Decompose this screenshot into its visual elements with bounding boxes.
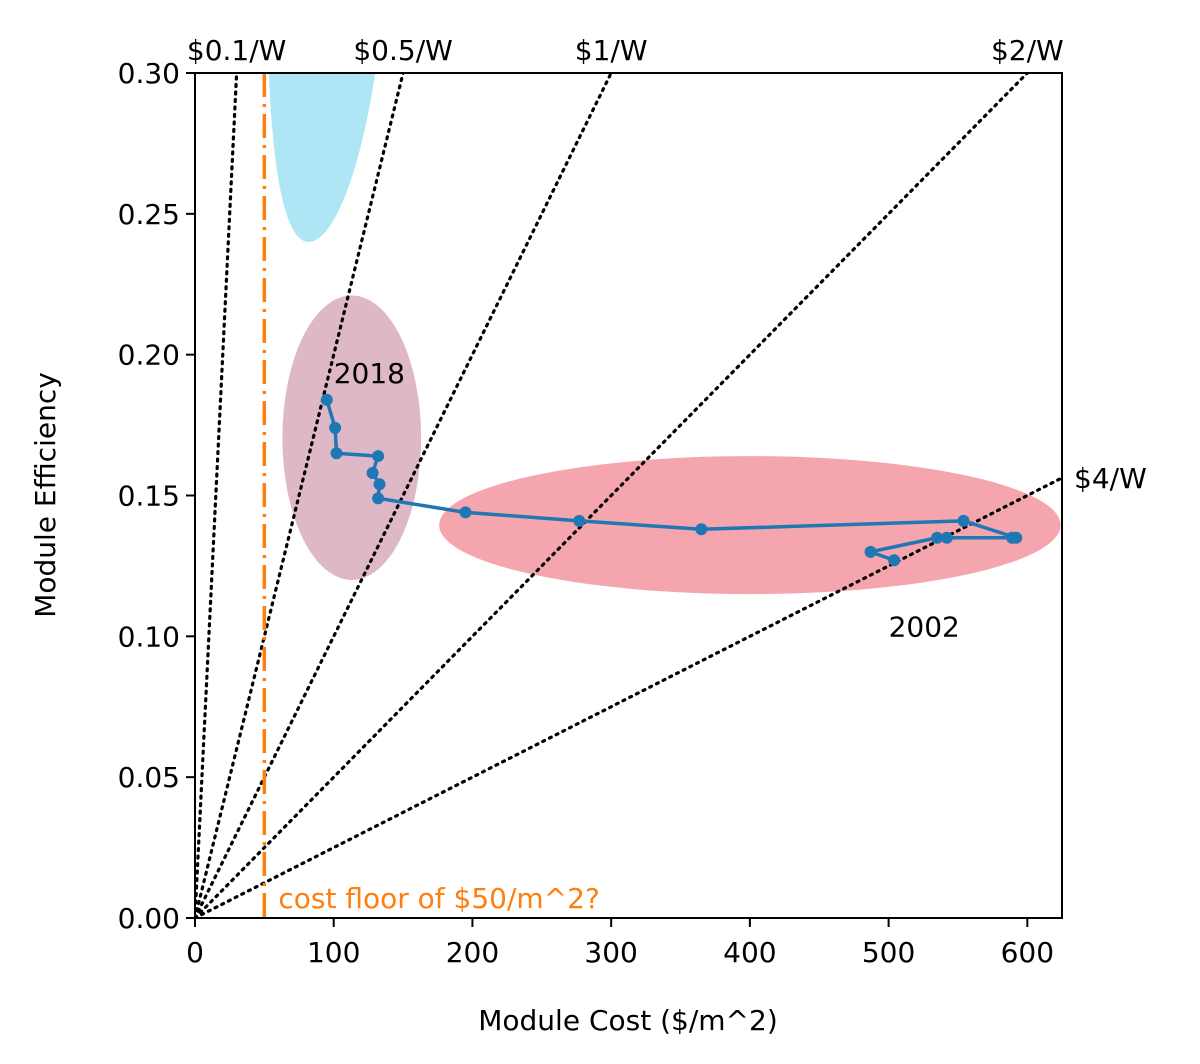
y-axis-label: Module Efficiency	[29, 372, 62, 618]
x-tick-label: 600	[1001, 936, 1054, 969]
y-tick-label: 0.20	[118, 339, 180, 372]
x-tick-label: 300	[584, 936, 637, 969]
data-point	[888, 554, 901, 567]
annotation-2018: 2018	[334, 357, 405, 390]
2002-region	[439, 456, 1061, 595]
price-line-label-0-1: $0.1/W	[187, 34, 286, 67]
data-point	[320, 393, 333, 406]
x-tick-label: 400	[723, 936, 776, 969]
data-point	[864, 545, 877, 558]
data-point	[372, 492, 385, 505]
x-tick-label: 500	[862, 936, 915, 969]
x-tick-label: 100	[307, 936, 360, 969]
y-tick-label: 0.30	[118, 57, 180, 90]
data-point	[931, 531, 944, 544]
data-point	[695, 523, 708, 536]
y-tick-label: 0.10	[118, 620, 180, 653]
data-point	[372, 450, 385, 463]
y-tick-label: 0.05	[118, 761, 180, 794]
data-point	[940, 531, 953, 544]
data-point	[573, 514, 586, 527]
data-point	[366, 466, 379, 479]
data-point	[1010, 531, 1023, 544]
future-region	[268, 73, 376, 242]
price-line-label-1: $1/W	[575, 34, 648, 67]
price-line-label-0-5: $0.5/W	[353, 34, 452, 67]
price-line-0-5	[195, 73, 405, 918]
y-tick-label: 0.15	[118, 480, 180, 513]
price-line-label-2: $2/W	[991, 34, 1064, 67]
price-line-0-1	[195, 73, 239, 918]
annotation-2002: 2002	[889, 610, 960, 643]
x-tick-label: 200	[446, 936, 499, 969]
cost-floor-label: cost floor of $50/m^2?	[278, 882, 599, 915]
data-point	[329, 421, 342, 434]
y-tick-label: 0.00	[118, 902, 180, 935]
y-tick-label: 0.25	[118, 198, 180, 231]
data-point	[459, 506, 472, 519]
x-tick-label: 0	[186, 936, 204, 969]
data-point	[330, 447, 343, 460]
price-line-4	[195, 476, 1062, 918]
2018-region	[282, 295, 422, 580]
price-line-label-4: $4/W	[1074, 462, 1147, 495]
price-line-2	[195, 73, 1029, 918]
data-point	[957, 514, 970, 527]
x-axis-label: Module Cost ($/m^2)	[478, 1004, 778, 1037]
data-point	[373, 478, 386, 491]
